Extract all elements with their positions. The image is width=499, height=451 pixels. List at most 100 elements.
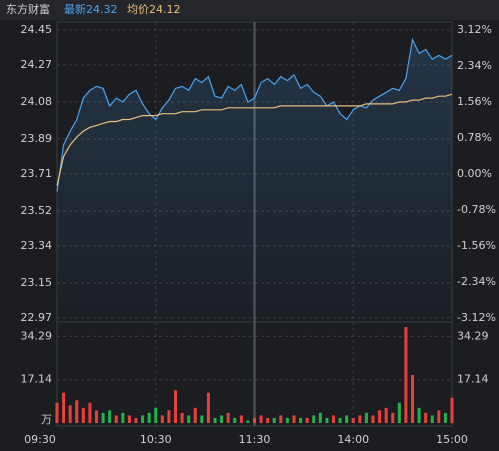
volume-bar <box>338 417 342 423</box>
volume-bar <box>213 417 217 423</box>
volume-bar <box>292 415 296 423</box>
volume-tick-label-right: 17.14 <box>457 373 489 386</box>
x-tick-label: 14:00 <box>337 433 369 446</box>
price-area <box>57 39 452 318</box>
volume-bar <box>404 327 408 423</box>
y-tick-label: 24.27 <box>21 58 53 71</box>
avg-line <box>56 93 453 186</box>
volume-bar <box>154 407 158 423</box>
volume-bar <box>384 407 388 423</box>
avg-value: 24.12 <box>149 3 181 16</box>
volume-bar <box>443 412 447 423</box>
volume-tick-label: 34.29 <box>21 329 53 342</box>
y2-tick-label: 1.56% <box>457 95 492 108</box>
volume-bar <box>253 417 256 423</box>
volume-bar <box>351 417 355 423</box>
volume-bar <box>167 410 171 423</box>
volume-bar <box>364 412 368 423</box>
volume-bar <box>424 412 428 423</box>
volume-bar <box>206 392 210 423</box>
volume-bar <box>141 415 145 423</box>
header-latest: 最新24.32 <box>64 2 118 16</box>
volume-bar <box>285 417 289 423</box>
y-tick-label: 23.71 <box>21 167 53 180</box>
volume-bar <box>226 412 230 423</box>
volume-bar <box>450 397 454 423</box>
y2-tick-label: -1.56% <box>457 239 496 252</box>
volume-bar <box>239 415 243 423</box>
y-tick-label: 23.34 <box>21 239 53 252</box>
volume-bar <box>95 410 98 423</box>
y2-tick-label: 2.34% <box>457 59 492 72</box>
y2-tick-label: -0.78% <box>457 203 496 216</box>
y-tick-label: 22.97 <box>21 311 53 324</box>
volume-unit: 万 <box>41 413 52 426</box>
volume-bar <box>193 407 197 423</box>
volume-bar <box>114 415 118 423</box>
volume-bar <box>62 392 66 423</box>
volume-bar <box>411 375 414 423</box>
volume-bar <box>325 417 329 423</box>
volume-bar <box>266 417 270 423</box>
volume-bar <box>312 415 316 423</box>
y-tick-label: 23.89 <box>21 132 53 145</box>
volume-bar <box>101 412 105 423</box>
volume-bar <box>299 417 303 423</box>
volume-bar <box>358 415 362 423</box>
volume-bar <box>417 407 421 423</box>
volume-bar <box>259 415 263 423</box>
y-tick-label: 24.08 <box>21 95 53 108</box>
volume-bar <box>345 415 349 423</box>
x-tick-label: 15:00 <box>436 433 468 446</box>
header-avg: 均价24.12 <box>127 3 181 16</box>
y2-tick-label: -3.12% <box>457 311 496 324</box>
volume-tick-label: 17.14 <box>21 373 53 386</box>
volume-bar <box>305 417 309 423</box>
x-tick-label: 11:30 <box>239 433 271 446</box>
volume-bar <box>220 415 224 423</box>
avg-label: 均价 <box>127 3 149 16</box>
volume-bar <box>246 420 250 423</box>
volume-bar <box>332 415 335 423</box>
volume-bar <box>378 410 382 423</box>
header-title: 东方财富 <box>6 2 50 16</box>
volume-bar <box>397 402 401 423</box>
volume-bar <box>121 412 125 423</box>
volume-bar <box>160 415 164 423</box>
volume-bar <box>55 402 59 423</box>
volume-bar <box>437 410 441 423</box>
volume-bar <box>272 417 276 423</box>
volume-tick-label-right: 34.29 <box>457 329 489 342</box>
y2-tick-label: 0.78% <box>457 131 492 144</box>
volume-bar <box>81 407 85 423</box>
volume-bar <box>430 415 434 423</box>
volume-bar <box>187 415 191 423</box>
volume-bar <box>75 400 79 423</box>
volume-bar <box>180 412 184 423</box>
volume-bar <box>233 417 237 423</box>
price-line <box>56 37 453 192</box>
latest-label: 最新 <box>64 2 86 16</box>
y-tick-label: 23.52 <box>21 204 53 217</box>
latest-value: 24.32 <box>86 3 118 16</box>
y2-tick-label: 0.00% <box>457 167 492 180</box>
volume-bar <box>279 415 283 423</box>
y-tick-label: 24.45 <box>21 23 53 36</box>
y2-tick-label: 3.12% <box>457 23 492 36</box>
header-bar <box>0 0 499 20</box>
y2-tick-label: -2.34% <box>457 275 496 288</box>
volume-bar <box>127 415 131 423</box>
y-tick-label: 23.15 <box>21 276 53 289</box>
volume-bar <box>108 410 112 423</box>
volume-bar <box>391 412 395 423</box>
volume-bar <box>88 402 92 423</box>
volume-bar <box>371 415 375 423</box>
volume-bar <box>134 417 138 423</box>
volume-bar <box>318 412 322 423</box>
volume-bar <box>147 412 151 423</box>
x-tick-label: 10:30 <box>140 433 172 446</box>
x-tick-label: 09:30 <box>24 433 56 446</box>
volume-bar <box>200 415 204 423</box>
